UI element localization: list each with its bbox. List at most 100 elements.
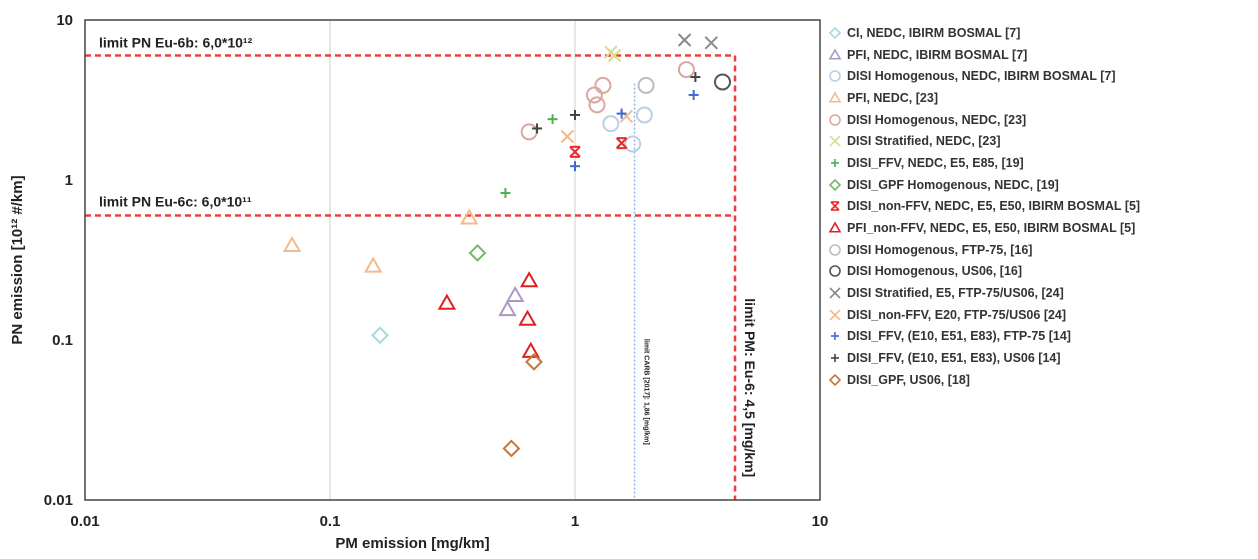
y-tick-label: 0.1 bbox=[52, 332, 73, 349]
grid-lines bbox=[84, 20, 821, 500]
y-tick-label: 0.01 bbox=[44, 492, 73, 509]
data-point bbox=[594, 76, 612, 94]
data-point bbox=[602, 115, 620, 133]
legend-label: DISI_FFV, NEDC, E5, E85, [19] bbox=[847, 155, 1024, 170]
legend-label: DISI Homogenous, US06, [16] bbox=[847, 264, 1023, 279]
data-point bbox=[585, 86, 603, 104]
legend-label: DISI_FFV, (E10, E51, E83), FTP-75 [14] bbox=[847, 329, 1071, 344]
legend-item: DISI Homogenous, NEDC, [23] bbox=[828, 109, 1256, 131]
legend-label: PFI, NEDC, IBIRM BOSMAL [7] bbox=[847, 47, 1028, 62]
data-point bbox=[519, 271, 539, 288]
data-point bbox=[677, 33, 692, 47]
legend-marker-icon bbox=[829, 243, 841, 256]
data-point bbox=[588, 96, 606, 114]
legend-label: DISI_GPF, US06, [18] bbox=[847, 372, 970, 387]
data-point bbox=[282, 235, 302, 253]
data-point bbox=[570, 109, 580, 120]
legend-marker-icon bbox=[831, 158, 839, 167]
data-point bbox=[688, 89, 699, 100]
legend-item: DISI Homogenous, US06, [16] bbox=[828, 261, 1256, 283]
legend-label: DISI Stratified, NEDC, [23] bbox=[847, 134, 1001, 149]
legend-marker-icon bbox=[828, 26, 842, 39]
x-axis-title: PM emission [mg/km] bbox=[335, 535, 489, 552]
limit-label-pm-eu6: limit PM: Eu-6: 4,5 [mg/km] bbox=[742, 298, 758, 477]
data-point bbox=[635, 106, 653, 124]
data-point bbox=[637, 76, 655, 94]
data-point bbox=[521, 341, 541, 358]
legend-item: DISI_GPF, US06, [18] bbox=[828, 369, 1256, 391]
x-tick-label: 0.1 bbox=[320, 513, 341, 530]
legend-label: PFI_non-FFV, NEDC, E5, E50, IBIRM BOSMAL… bbox=[847, 221, 1136, 236]
legend-item: DISI Stratified, NEDC, [23] bbox=[828, 130, 1256, 152]
data-point bbox=[525, 352, 543, 371]
data-point bbox=[624, 135, 642, 153]
data-point bbox=[363, 256, 383, 273]
limit-label-pn-eu6c: limit PN Eu-6c: 6,0*10¹¹ bbox=[99, 193, 252, 209]
data-point bbox=[714, 73, 732, 91]
data-point bbox=[437, 293, 457, 310]
data-point bbox=[616, 108, 627, 119]
legend-item: PFI, NEDC, IBIRM BOSMAL [7] bbox=[828, 44, 1256, 66]
legend-marker-icon bbox=[829, 113, 841, 126]
legend-marker-icon bbox=[828, 373, 842, 386]
y-tick-label: 1 bbox=[65, 172, 73, 189]
legend-marker-icon bbox=[828, 91, 842, 103]
data-point bbox=[569, 145, 581, 158]
data-point bbox=[500, 187, 511, 198]
legend-label: DISI Homogenous, NEDC, IBIRM BOSMAL [7] bbox=[847, 69, 1116, 84]
data-point bbox=[677, 61, 695, 79]
x-tick-label: 10 bbox=[812, 513, 829, 530]
data-point bbox=[498, 300, 517, 317]
legend-item: DISI_non-FFV, NEDC, E5, E50, IBIRM BOSMA… bbox=[828, 196, 1256, 218]
legend-marker-icon bbox=[828, 178, 842, 191]
data-point bbox=[520, 123, 538, 141]
legend-label: DISI_FFV, (E10, E51, E83), US06 [14] bbox=[847, 351, 1061, 366]
legend-item: PFI_non-FFV, NEDC, E5, E50, IBIRM BOSMAL… bbox=[828, 217, 1256, 239]
x-tick-label: 0.01 bbox=[70, 513, 99, 530]
data-points bbox=[282, 33, 732, 458]
data-point bbox=[704, 36, 719, 50]
data-point bbox=[690, 72, 701, 83]
legend-item: PFI, NEDC, [23] bbox=[828, 87, 1256, 109]
legend-item: DISI_FFV, (E10, E51, E83), FTP-75 [14] bbox=[828, 326, 1256, 348]
legend-marker-icon bbox=[831, 354, 839, 363]
legend-item: DISI Homogenous, FTP-75, [16] bbox=[828, 239, 1256, 261]
legend-item: DISI_non-FFV, E20, FTP-75/US06 [24] bbox=[828, 304, 1256, 326]
legend-label: DISI Stratified, E5, FTP-75/US06, [24] bbox=[847, 286, 1064, 301]
legend-marker-icon bbox=[829, 135, 841, 147]
limit-label-pn-eu6b: limit PN Eu-6b: 6,0*10¹² bbox=[99, 34, 253, 50]
data-point bbox=[532, 123, 543, 134]
y-axis-title: PN emission [10¹² #/km] bbox=[9, 175, 26, 344]
data-point bbox=[371, 326, 389, 345]
legend-marker-icon bbox=[829, 265, 841, 278]
legend-item: DISI Stratified, E5, FTP-75/US06, [24] bbox=[828, 282, 1256, 304]
legend: CI, NEDC, IBIRM BOSMAL [7] PFI, NEDC, IBI… bbox=[828, 22, 1256, 391]
data-point bbox=[505, 285, 525, 303]
data-point bbox=[547, 114, 558, 125]
plot-area bbox=[84, 19, 821, 501]
limit-label-carb: limit CARB [2017]: 1,86 [mg/km] bbox=[643, 339, 650, 445]
legend-item: DISI_FFV, NEDC, E5, E85, [19] bbox=[828, 152, 1256, 174]
legend-item: DISI Homogenous, NEDC, IBIRM BOSMAL [7] bbox=[828, 65, 1256, 87]
legend-marker-icon bbox=[828, 47, 842, 60]
legend-label: PFI, NEDC, [23] bbox=[847, 90, 938, 105]
legend-label: DISI Homogenous, FTP-75, [16] bbox=[847, 242, 1033, 257]
legend-item: DISI_GPF Homogenous, NEDC, [19] bbox=[828, 174, 1256, 196]
legend-marker-icon bbox=[829, 309, 841, 321]
legend-marker-icon bbox=[828, 221, 842, 233]
legend-marker-icon bbox=[829, 70, 841, 83]
data-point bbox=[615, 137, 628, 150]
legend-label: DISI_non-FFV, E20, FTP-75/US06 [24] bbox=[847, 307, 1067, 322]
data-point bbox=[570, 161, 580, 172]
legend-label: CI, NEDC, IBIRM BOSMAL [7] bbox=[847, 25, 1021, 40]
legend-marker-icon bbox=[829, 287, 841, 299]
data-point bbox=[459, 208, 479, 225]
data-point bbox=[502, 439, 521, 458]
y-tick-label: 10 bbox=[56, 12, 73, 29]
legend-item: DISI_FFV, (E10, E51, E83), US06 [14] bbox=[828, 347, 1256, 369]
legend-label: DISI_GPF Homogenous, NEDC, [19] bbox=[847, 177, 1059, 192]
data-point bbox=[468, 244, 487, 262]
limit-lines bbox=[85, 54, 737, 500]
tick-labels: 0.01 0.1 1 10 0.01 0.1 1 10 bbox=[44, 12, 829, 530]
